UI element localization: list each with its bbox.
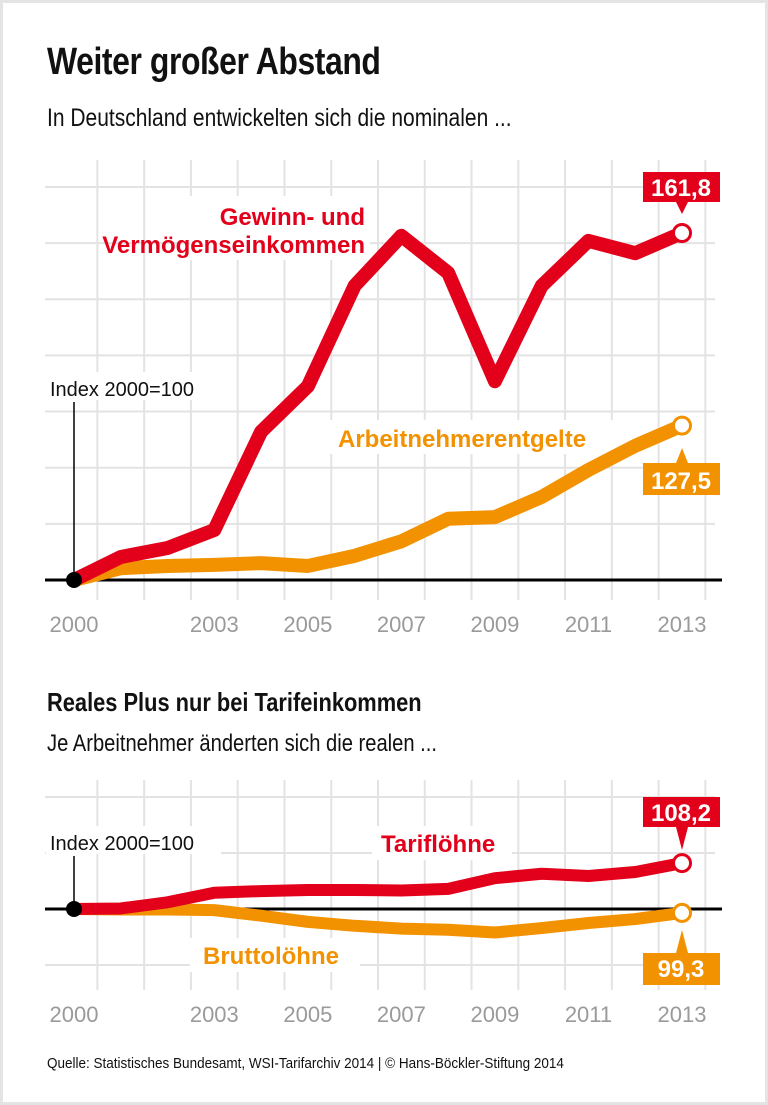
series-line (68, 857, 689, 915)
series-line (68, 903, 689, 939)
end-point-marker (672, 902, 693, 923)
callout-pointer (676, 827, 689, 850)
x-tick-label: 2007 (377, 1002, 426, 1027)
series-label-arbeitnehmerentgelte: Arbeitnehmerentgelte (338, 426, 586, 453)
x-tick-label: 2000 (50, 1002, 99, 1027)
index-label: Index 2000=100 (50, 833, 194, 855)
chart-real: 2000 2003 2005 2007 2009 2011 2013 Tariflöhne B… (45, 780, 722, 1027)
x-tick-label: 2009 (470, 1002, 519, 1027)
x-tick-label: 2003 (190, 612, 239, 637)
end-value-callout (643, 953, 720, 985)
series-line (67, 418, 690, 587)
series-label-gewinn-line1: Gewinn- und (220, 204, 365, 231)
x-tick-label: 2009 (470, 612, 519, 637)
chart2-title: Reales Plus nur bei Tarifeinkommen (47, 687, 422, 717)
start-point-marker (66, 572, 82, 588)
end-point-marker (672, 853, 693, 874)
series-label-gewinn-line2: Vermögenseinkommen (102, 232, 365, 259)
index-label: Index 2000=100 (50, 379, 194, 401)
x-tick-label: 2003 (190, 1002, 239, 1027)
chart-nominal: 2000 2003 2005 2007 2009 2011 2013 Gewinn- und… (45, 160, 722, 637)
chart2-subtitle: Je Arbeitnehmer änderten sich die realen… (47, 730, 437, 757)
end-value-label-brutto: 99,3 (658, 956, 705, 983)
callout-pointer (676, 930, 689, 953)
end-value-label-gewinn: 161,8 (651, 175, 711, 202)
callout-pointer (676, 202, 689, 214)
x-tick-label: 2011 (565, 1002, 612, 1027)
end-value-label-arbeitnehmer: 127,5 (651, 468, 711, 495)
page-title: Weiter großer Abstand (47, 41, 381, 83)
x-tick-label: 2007 (377, 612, 426, 637)
end-point-marker (672, 222, 693, 243)
x-tick-label: 2005 (283, 1002, 332, 1027)
x-tick-label: 2013 (658, 612, 707, 637)
end-value-label-tarif: 108,2 (651, 800, 711, 827)
end-value-callout (643, 797, 720, 827)
x-tick-label: 2011 (565, 612, 612, 637)
end-value-callout (643, 463, 720, 495)
series-line (67, 225, 690, 587)
x-tick-label: 2000 (50, 612, 99, 637)
series-label-tarifloehne: Tariflöhne (381, 831, 495, 858)
series-label-bruttoloehne: Bruttolöhne (203, 943, 339, 970)
callout-pointer (676, 448, 689, 463)
page-subtitle: In Deutschland entwickelten sich die nom… (47, 104, 512, 132)
x-tick-label: 2005 (283, 612, 332, 637)
end-point-marker (672, 415, 693, 436)
start-point-marker (66, 901, 82, 917)
x-tick-label: 2013 (658, 1002, 707, 1027)
end-value-callout (643, 172, 720, 202)
source-note: Quelle: Statistisches Bundesamt, WSI-Tar… (47, 1055, 564, 1072)
